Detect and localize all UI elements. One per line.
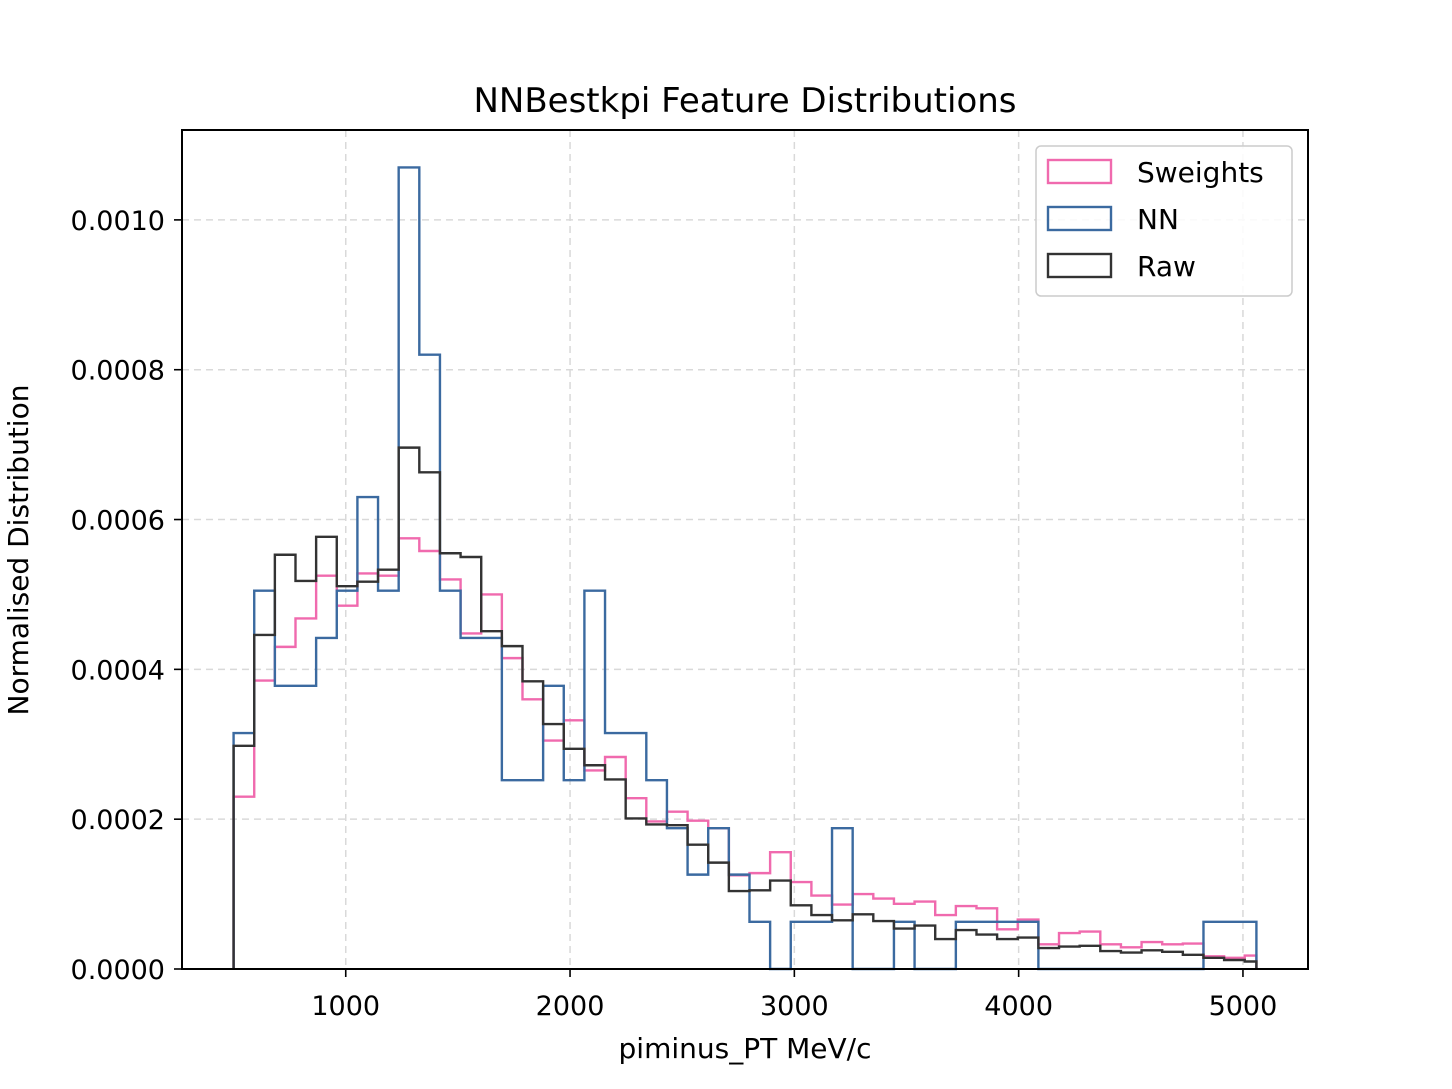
series-sweights [232,537,1258,969]
plot-frame [181,129,1309,970]
x-axis-label: piminus_PT MeV/c [619,1032,872,1065]
y-tick-label: 0.0002 [71,805,165,836]
x-axis-ticks: 1000 2000 3000 4000 5000 [311,969,1277,1022]
x-tick-label: 3000 [760,991,829,1022]
legend-label: Sweights [1137,156,1264,189]
legend-label: NN [1137,203,1179,236]
x-tick-label: 5000 [1209,991,1278,1022]
y-tick-label: 0.0008 [71,356,165,387]
legend-label: Raw [1137,250,1196,283]
y-axis-label: Normalised Distribution [2,385,35,716]
y-tick-label: 0.0010 [71,206,165,237]
chart-title: NNBestkpi Feature Distributions [473,81,1016,121]
x-tick-label: 2000 [536,991,605,1022]
legend-swatch [1046,252,1113,279]
legend-swatch [1046,158,1113,185]
y-tick-label: 0.0006 [71,506,165,537]
histogram-series [232,166,1258,971]
y-tick-label: 0.0004 [71,655,165,686]
y-tick-label: 0.0000 [71,955,165,986]
histogram-step-sweights [232,537,1258,969]
legend: Sweights NN Raw [1035,145,1293,297]
legend-swatch [1046,205,1113,232]
y-axis-ticks: 0.0000 0.0002 0.0004 0.0006 0.0008 0.0010 [71,206,182,986]
histogram-step-raw [232,446,1258,969]
x-tick-label: 1000 [311,991,380,1022]
series-raw [232,446,1258,969]
x-tick-label: 4000 [984,991,1053,1022]
